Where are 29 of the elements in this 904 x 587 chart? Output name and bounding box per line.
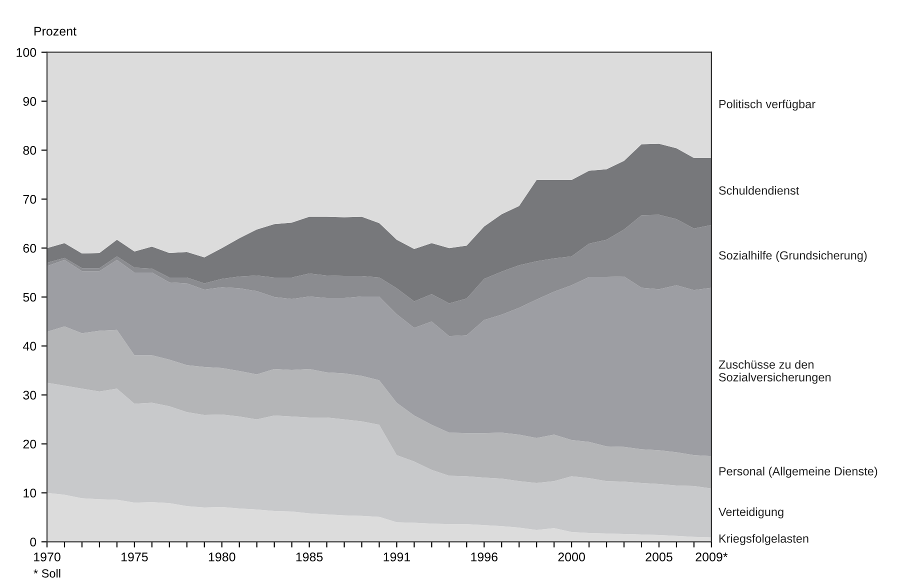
- text: * Soll: [34, 568, 60, 578]
- x-tick-label: 1985: [296, 552, 323, 562]
- x-tick-label: 1970: [34, 552, 60, 562]
- x-tick-label: 1980: [208, 552, 236, 562]
- y-tick-label: 40: [22, 342, 36, 351]
- y-tick-label: 90: [23, 97, 36, 106]
- y-axis-title: Prozent: [34, 26, 76, 36]
- x-tick-label: 1991: [384, 552, 410, 562]
- series-label: Sozialhilfe (Grundsicherung): [718, 250, 867, 262]
- y-tick-label: 80: [23, 146, 36, 155]
- y-tick-label: 0: [30, 538, 36, 546]
- x-tick-label: 1996: [471, 552, 498, 562]
- series-label: Kriegsfolgelasten: [719, 534, 808, 546]
- series-label: Schuldendienst: [718, 186, 800, 195]
- series-label: Verteidigung: [718, 507, 784, 518]
- series-label: Zuschüsse zu den Sozialversicherungen: [718, 360, 831, 384]
- y-tick-label: 50: [23, 292, 36, 302]
- x-tick-label: 2000: [558, 552, 585, 562]
- series-label: Politisch verfügbar: [719, 100, 816, 111]
- x-tick-label: 2009*: [696, 552, 728, 562]
- y-tick-label: 20: [23, 440, 36, 449]
- y-tick-label: 30: [23, 390, 36, 400]
- y-tick-label: 70: [23, 194, 36, 204]
- y-tick-label: 60: [23, 244, 36, 253]
- series-label: Personal (Allgemeine Dienste): [719, 466, 878, 478]
- x-tick-label: 2005: [646, 552, 672, 562]
- x-tick-label: 1975: [121, 552, 148, 562]
- y-tick-label: 100: [16, 48, 36, 57]
- y-tick-label: 10: [24, 488, 36, 498]
